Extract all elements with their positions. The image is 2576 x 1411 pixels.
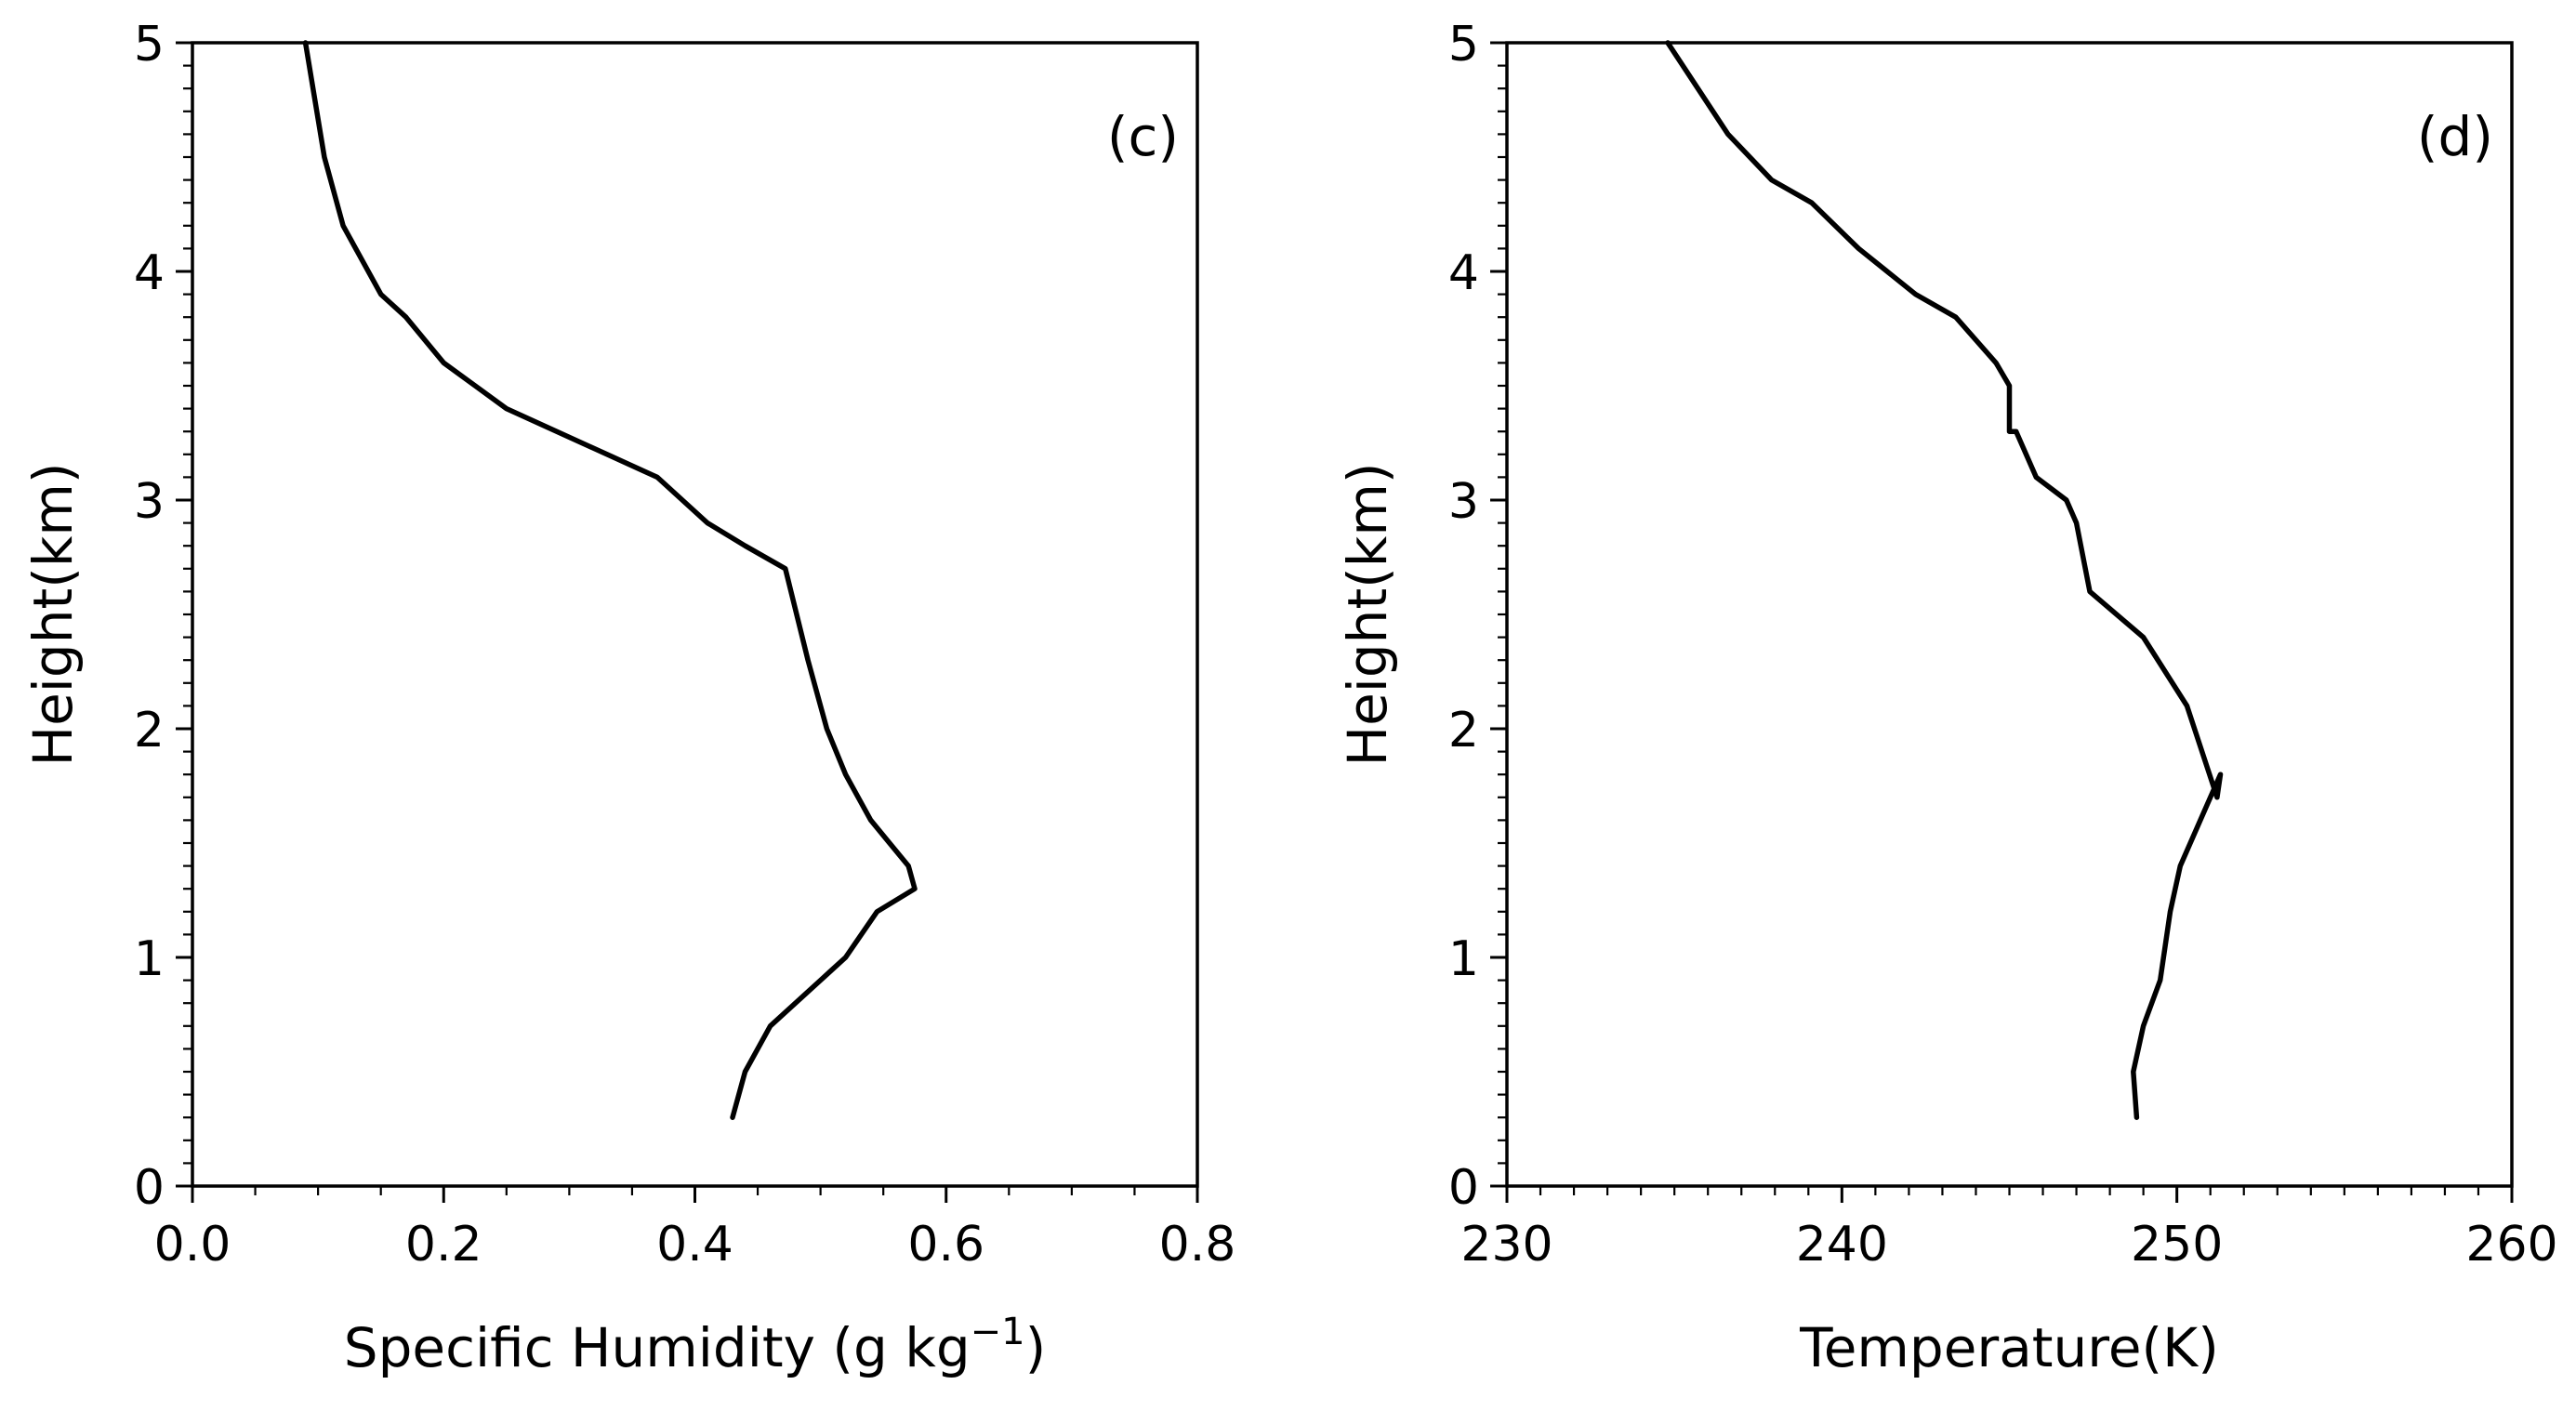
x-tick-label: 0.8 — [1159, 1217, 1236, 1273]
x-tick-label: 240 — [1796, 1217, 1888, 1273]
y-tick-label: 1 — [1448, 931, 1479, 987]
y-tick-label: 5 — [1448, 17, 1479, 73]
panel-c: 0.0 0.2 0.4 0.6 0.8 0 1 2 3 4 5 (c) Height(km) Spe… — [21, 17, 1235, 1379]
panel-c-ticks: 0.0 0.2 0.4 0.6 0.8 0 1 2 3 4 5 — [134, 17, 1235, 1273]
panel-d-x-axis-label: Temperature(K) — [1799, 1316, 2219, 1379]
y-tick-label: 3 — [1448, 474, 1479, 530]
panel-c-x-axis-label: Specific Humidity (g kg−1) — [344, 1311, 1047, 1379]
panel-c-x-axis-label-main: Specific Humidity (g kg — [344, 1316, 971, 1379]
panel-d-y-axis-label: Height(km) — [1336, 462, 1399, 766]
x-tick-label: 250 — [2131, 1217, 2223, 1273]
y-tick-label: 2 — [1448, 703, 1479, 758]
x-tick-label: 260 — [2465, 1217, 2557, 1273]
temperature-profile-line — [1665, 40, 2224, 1120]
x-tick-label: 0.6 — [907, 1217, 984, 1273]
y-tick-label: 4 — [134, 245, 165, 301]
y-tick-label: 0 — [1448, 1160, 1479, 1216]
panel-c-y-axis-label: Height(km) — [21, 462, 85, 766]
x-tick-label: 230 — [1460, 1217, 1552, 1273]
panel-d-label: (d) — [2417, 105, 2493, 168]
panel-d-ticks: 230 240 250 260 0 1 2 3 4 5 — [1448, 17, 2558, 1273]
humidity-profile-line — [302, 40, 918, 1120]
y-tick-label: 5 — [134, 17, 165, 73]
panel-c-x-axis-label-superscript: −1 — [971, 1311, 1025, 1353]
y-tick-label: 0 — [134, 1160, 165, 1216]
y-tick-label: 4 — [1448, 245, 1479, 301]
panel-d-axes — [1505, 41, 2514, 1188]
y-tick-label: 2 — [134, 703, 165, 758]
x-tick-label: 0.0 — [154, 1217, 231, 1273]
panel-c-x-axis-label-close: ) — [1025, 1316, 1047, 1379]
panel-c-axes — [191, 41, 1199, 1188]
panel-c-label: (c) — [1107, 105, 1179, 168]
y-tick-label: 3 — [134, 474, 165, 530]
y-tick-label: 1 — [134, 931, 165, 987]
panel-d: 230 240 250 260 0 1 2 3 4 5 (d) Height(km) Temper… — [1336, 17, 2558, 1379]
x-tick-label: 0.4 — [656, 1217, 733, 1273]
x-tick-label: 0.2 — [405, 1217, 482, 1273]
